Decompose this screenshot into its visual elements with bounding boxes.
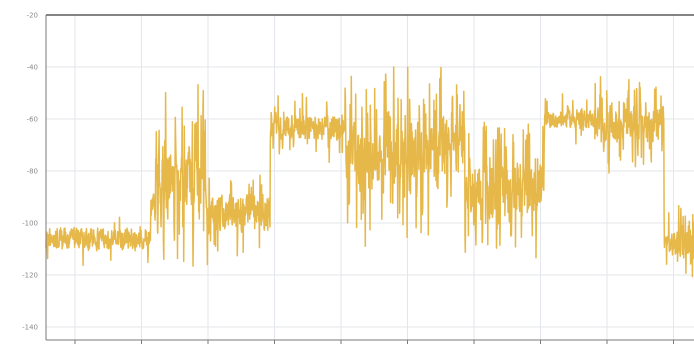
series-group — [45, 66, 694, 278]
plot-frame — [45, 14, 694, 341]
y-tick-label: -20 — [27, 12, 38, 20]
y-tick-label: -80 — [27, 168, 38, 176]
x-axis-ticks — [74, 340, 674, 344]
y-tick-label: -140 — [22, 324, 38, 332]
y-tick-label: -40 — [27, 64, 38, 72]
y-tick-label: -120 — [22, 272, 38, 280]
y-tick-label: -100 — [22, 220, 38, 228]
y-axis-ticks: -20 -40 -60 -80 -100 -120 -140 — [22, 12, 38, 332]
series-line — [45, 66, 694, 278]
y-tick-label: -60 — [27, 116, 38, 124]
